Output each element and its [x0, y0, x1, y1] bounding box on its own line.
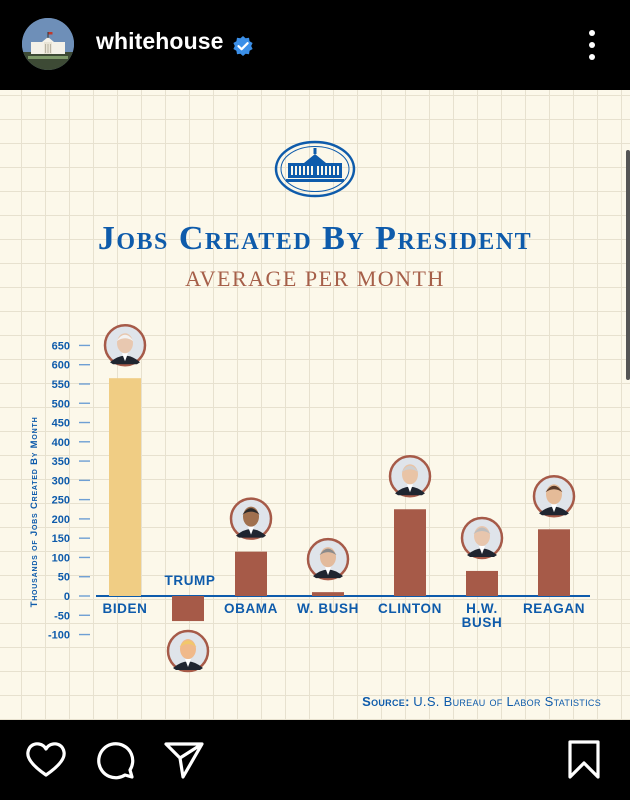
- white-house-avatar-icon: [22, 18, 74, 70]
- source-text: U.S. Bureau of Labor Statistics: [413, 694, 601, 709]
- post-title: Jobs Created By President: [97, 220, 533, 257]
- y-tick-label: 450: [52, 418, 70, 430]
- y-tick-label: 200: [52, 514, 70, 526]
- source-label: Source:: [362, 694, 410, 709]
- y-tick-label: 100: [52, 552, 70, 564]
- x-tick-label: REAGAN: [523, 601, 585, 616]
- bar-trump: [172, 596, 204, 622]
- portrait-biden-icon: [103, 323, 147, 367]
- y-tick-label: 300: [52, 475, 70, 487]
- post-subtitle: AVERAGE PER MONTH: [185, 266, 445, 291]
- scrollbar[interactable]: [626, 150, 630, 380]
- x-tick-label: BUSH: [462, 615, 503, 630]
- bar-h-w-bush: [466, 570, 498, 596]
- send-icon[interactable]: [162, 738, 206, 782]
- account-username[interactable]: whitehouse: [96, 28, 224, 54]
- y-tick-label: -50: [54, 610, 70, 622]
- y-tick-label: 550: [52, 379, 70, 391]
- heart-icon[interactable]: [24, 738, 68, 782]
- portrait-clinton-icon: [388, 455, 432, 498]
- y-tick-label: 350: [52, 456, 70, 468]
- x-tick-label: CLINTON: [378, 601, 442, 616]
- bar-biden: [109, 378, 141, 596]
- white-house-seal-icon: [274, 140, 356, 198]
- x-tick-label: W. BUSH: [297, 601, 359, 616]
- portrait-w-bush-icon: [306, 537, 350, 581]
- verified-badge-icon: [233, 36, 253, 56]
- avatar[interactable]: [22, 18, 74, 70]
- post-image[interactable]: Jobs Created By President AVERAGE PER MO…: [0, 90, 630, 720]
- bar-clinton: [394, 509, 426, 596]
- action-bar: [0, 720, 630, 800]
- bookmark-icon[interactable]: [562, 738, 606, 782]
- bar-w-bush: [312, 592, 344, 596]
- bar-reagan: [538, 529, 570, 596]
- y-tick-label: -100: [48, 630, 70, 642]
- y-tick-label: 500: [52, 398, 70, 410]
- post-header: whitehouse: [0, 0, 630, 90]
- y-tick-label: 0: [64, 591, 70, 603]
- y-axis-label: Thousands of Jobs Created By Month: [29, 417, 40, 608]
- bar-obama: [235, 551, 267, 596]
- portrait-h-w-bush-icon: [460, 516, 504, 560]
- x-tick-label: TRUMP: [165, 573, 216, 588]
- more-vertical-icon[interactable]: [580, 28, 604, 62]
- y-tick-label: 600: [52, 360, 70, 372]
- x-tick-label: H.W.: [466, 601, 498, 616]
- portrait-reagan-icon: [532, 475, 576, 518]
- y-tick-label: 150: [52, 533, 70, 545]
- y-tick-label: 250: [52, 495, 70, 507]
- source-note: Source: U.S. Bureau of Labor Statistics: [362, 694, 601, 709]
- jobs-bar-chart: Thousands of Jobs Created By Month 650 60…: [29, 323, 590, 673]
- comment-icon[interactable]: [94, 738, 138, 782]
- portrait-trump-icon: [166, 629, 210, 673]
- y-tick-label: 50: [58, 572, 70, 584]
- portrait-obama-icon: [229, 497, 273, 540]
- y-tick-label: 400: [52, 437, 70, 449]
- y-tick-label: 650: [52, 340, 70, 352]
- x-tick-label: BIDEN: [102, 601, 147, 616]
- x-tick-label: OBAMA: [224, 601, 278, 616]
